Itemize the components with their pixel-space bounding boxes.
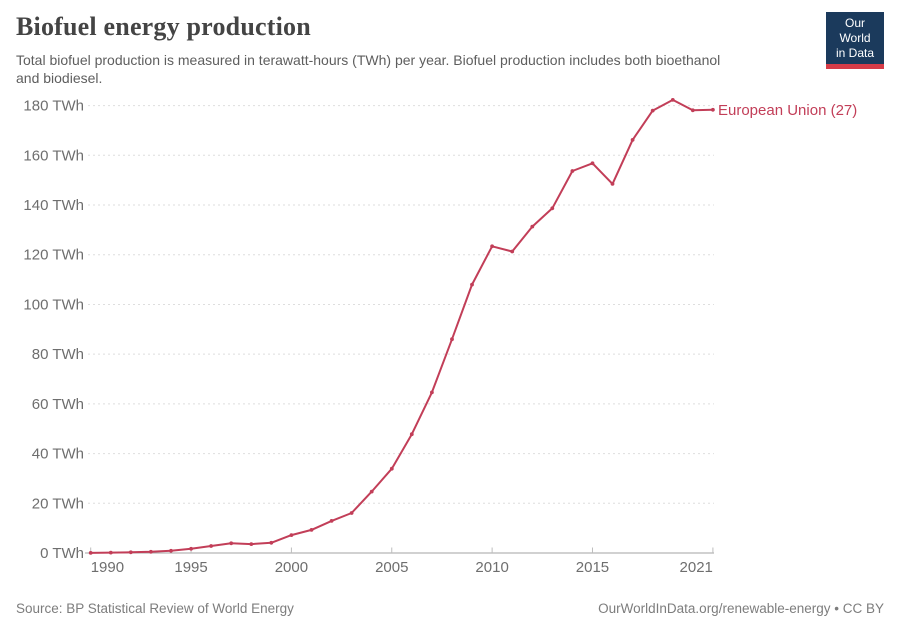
data-point [88,551,93,555]
x-tick-label: 2005 [375,559,408,576]
data-point [389,466,394,471]
chart-footer: Source: BP Statistical Review of World E… [16,601,884,616]
chart-subtitle-line2: and biodiesel. [16,70,103,86]
footer-link[interactable]: OurWorldInData.org/renewable-energy • CC… [598,601,884,616]
chart-subtitle-line1: Total biofuel production is measured in … [16,52,721,68]
x-tick-label: 1990 [91,559,124,576]
data-point [149,549,153,554]
owid-logo-text: Our World in Data [826,12,884,64]
data-point [490,244,494,249]
y-tick-label: 40 TWh [32,446,84,463]
y-tick-label: 160 TWh [23,147,84,164]
y-tick-label: 20 TWh [32,495,84,512]
owid-logo-line2: in Data [835,46,875,60]
y-tick-label: 80 TWh [32,346,84,363]
data-point [630,138,635,142]
data-point [289,533,294,537]
x-tick-label: 2010 [475,559,508,576]
y-tick-label: 120 TWh [23,247,84,264]
data-point [711,107,715,112]
data-point [309,528,314,532]
y-tick-label: 140 TWh [23,197,84,214]
data-point [670,98,675,102]
data-point [450,337,454,342]
data-point [530,224,535,229]
series-line [89,98,714,554]
x-tick-label: 2015 [576,559,609,576]
y-tick-label: 60 TWh [32,396,84,413]
chart-header: Biofuel energy production Total biofuel … [16,12,810,87]
data-point [329,519,334,523]
data-point [610,182,615,186]
y-tick-label: 180 TWh [23,98,84,115]
data-point [430,390,434,395]
data-point [169,548,173,553]
y-tick-label: 0 TWh [40,545,84,562]
x-tick-label: 2021 [680,559,713,576]
owid-logo-line1: Our World [839,16,871,45]
data-point [570,169,575,173]
chart-subtitle: Total biofuel production is measured in … [16,51,796,87]
data-point [470,282,474,287]
data-point [189,546,194,551]
data-point [690,108,695,113]
data-point [269,540,274,545]
data-point [550,206,555,211]
data-point [510,249,515,254]
data-point [369,489,374,494]
data-point [249,542,254,546]
data-point [209,544,214,548]
data-point [409,432,414,437]
source-note: Source: BP Statistical Review of World E… [16,601,294,616]
owid-logo-stripe [826,64,884,69]
owid-logo[interactable]: Our World in Data [826,12,884,69]
data-point [108,550,113,555]
data-point [349,511,354,515]
chart-title: Biofuel energy production [16,12,311,41]
data-point [650,108,655,113]
data-point [590,161,595,166]
y-tick-label: 100 TWh [23,296,84,313]
data-point [229,541,234,546]
x-tick-label: 2000 [275,559,308,576]
x-tick-label: 1995 [174,559,207,576]
data-point [128,550,133,555]
series-label[interactable]: European Union (27) [718,102,857,119]
